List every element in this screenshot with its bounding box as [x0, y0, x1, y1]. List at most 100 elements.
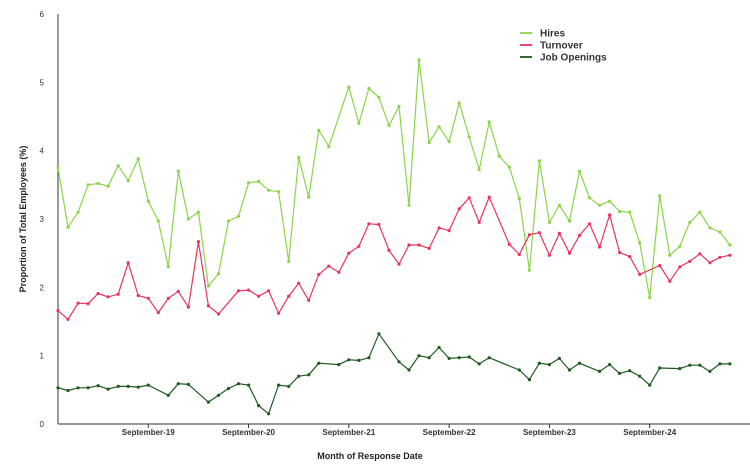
- y-axis-title: Proportion of Total Employees (%): [18, 146, 28, 293]
- data-point: [477, 220, 481, 224]
- data-point: [96, 291, 100, 296]
- data-point: [437, 125, 441, 129]
- data-point: [628, 369, 632, 373]
- data-point: [377, 95, 381, 99]
- data-point: [327, 264, 331, 268]
- data-point: [447, 356, 451, 360]
- data-point: [96, 384, 100, 388]
- data-point: [327, 145, 331, 149]
- data-point: [467, 196, 471, 200]
- data-point: [106, 295, 110, 299]
- data-point: [658, 194, 662, 198]
- data-point: [417, 58, 421, 62]
- y-tick-label: 2: [40, 283, 45, 292]
- series-line: [57, 333, 730, 415]
- data-point: [457, 101, 461, 105]
- data-point: [387, 123, 391, 127]
- data-point: [367, 356, 371, 360]
- data-point: [86, 302, 90, 306]
- data-point: [678, 265, 682, 269]
- data-point: [86, 386, 90, 390]
- data-point: [196, 210, 200, 214]
- series-turnover: [56, 195, 732, 321]
- data-point: [618, 371, 622, 375]
- data-point: [547, 220, 552, 224]
- data-point: [557, 203, 562, 207]
- data-point: [307, 298, 311, 302]
- data-point: [517, 196, 521, 201]
- data-point: [297, 281, 301, 285]
- data-point: [186, 217, 190, 221]
- data-point: [668, 279, 672, 283]
- data-point: [618, 209, 622, 214]
- data-point: [96, 181, 100, 186]
- data-point: [277, 190, 281, 194]
- data-point: [517, 368, 521, 372]
- data-point: [347, 85, 351, 89]
- x-tick-label: September-19: [122, 428, 175, 437]
- data-point: [206, 400, 210, 404]
- data-point: [397, 104, 401, 108]
- data-point: [467, 135, 471, 139]
- data-point: [437, 226, 441, 230]
- x-tick-label: September-24: [623, 428, 676, 437]
- data-point: [66, 317, 70, 321]
- data-point: [257, 294, 261, 298]
- data-point: [216, 272, 221, 276]
- data-point: [447, 140, 451, 144]
- y-tick-label: 0: [40, 420, 45, 429]
- y-tick-label: 5: [40, 78, 45, 87]
- data-point: [698, 252, 702, 256]
- data-point: [527, 233, 532, 237]
- data-point: [277, 311, 281, 315]
- data-point: [76, 210, 80, 214]
- data-point: [226, 386, 231, 391]
- data-point: [337, 363, 341, 367]
- data-point: [557, 231, 562, 235]
- data-point: [226, 219, 231, 223]
- data-point: [287, 294, 291, 298]
- data-point: [277, 383, 281, 387]
- data-point: [688, 220, 692, 224]
- data-point: [317, 361, 321, 365]
- data-point: [377, 332, 381, 336]
- series-lines: [56, 58, 732, 416]
- data-point: [557, 356, 562, 360]
- data-point: [126, 179, 130, 183]
- data-point: [718, 255, 722, 259]
- series-line: [57, 59, 731, 299]
- data-point: [357, 244, 361, 248]
- data-point: [56, 166, 60, 170]
- x-tick-label: September-23: [523, 428, 576, 437]
- data-point: [66, 388, 70, 393]
- x-tick-label: September-20: [222, 428, 275, 437]
- data-point: [347, 358, 351, 362]
- data-point: [427, 356, 431, 360]
- data-point: [287, 384, 291, 388]
- data-point: [126, 261, 130, 265]
- data-point: [307, 195, 311, 199]
- data-point: [407, 203, 411, 207]
- data-point: [116, 292, 120, 296]
- data-point: [136, 385, 140, 389]
- data-point: [186, 382, 190, 386]
- data-point: [457, 356, 461, 360]
- legend-label: Turnover: [540, 41, 583, 52]
- data-point: [708, 261, 712, 265]
- data-point: [547, 253, 552, 257]
- data-point: [397, 262, 401, 266]
- data-point: [287, 259, 291, 263]
- data-point: [216, 393, 221, 397]
- data-point: [718, 362, 722, 366]
- data-point: [166, 265, 170, 269]
- data-point: [467, 355, 471, 359]
- data-point: [417, 354, 421, 358]
- data-point: [136, 293, 140, 298]
- data-point: [688, 259, 692, 263]
- data-point: [146, 383, 150, 387]
- data-point: [206, 304, 210, 308]
- data-point: [648, 383, 652, 387]
- axes: 0 1 2 3 4 5 6 September-19 September-20 September…: [40, 10, 750, 437]
